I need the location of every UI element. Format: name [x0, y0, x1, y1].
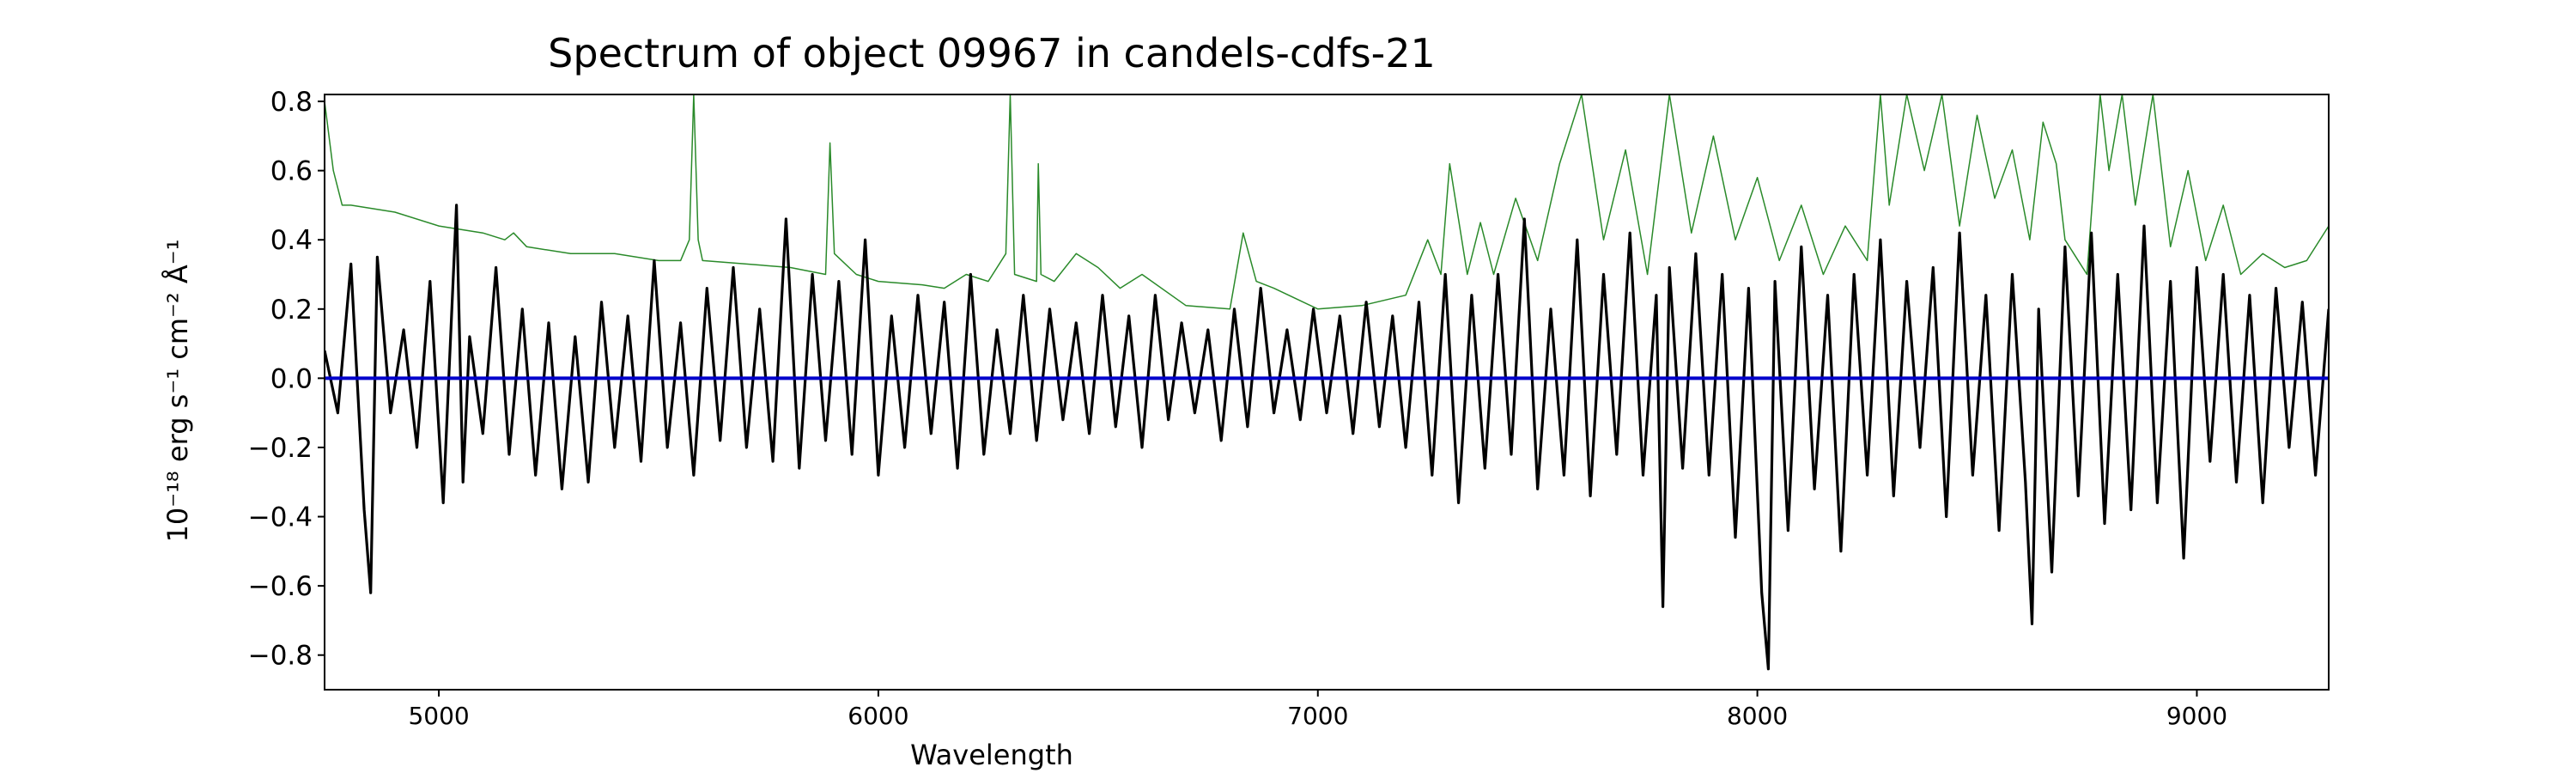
y-tick-label: −0.8 [248, 641, 313, 672]
x-axis-label: Wavelength [910, 739, 1073, 771]
y-tick-label: 0.6 [270, 156, 313, 187]
x-tick-label: 7000 [1287, 702, 1348, 730]
x-tick-label: 8000 [1727, 702, 1788, 730]
series-layer [325, 94, 2329, 671]
y-tick-label: −0.6 [248, 571, 313, 602]
x-tick-label: 5000 [408, 702, 469, 730]
x-tick-label: 9000 [2166, 702, 2227, 730]
y-tick-label: 0.2 [270, 295, 313, 326]
y-tick-label: 0.4 [270, 225, 313, 256]
y-tick-label: −0.2 [248, 433, 313, 464]
series-line-sky [325, 94, 2329, 310]
y-axis-label: 10⁻¹⁸ erg s⁻¹ cm⁻² Å⁻¹ [161, 239, 194, 542]
x-axis-ticks: 5000 6000 7000 8000 9000 [408, 690, 2227, 730]
plot-frame [324, 94, 2330, 691]
series-line-flux [325, 204, 2329, 671]
y-axis-ticks: −0.8 −0.6 −0.4 −0.2 0.0 0.2 0.4 0.6 0.8 [248, 87, 325, 672]
x-tick-label: 6000 [848, 702, 908, 730]
y-tick-label: −0.4 [248, 502, 313, 533]
chart-title: Spectrum of object 09967 in candels-cdfs… [548, 30, 1436, 76]
y-tick-label: 0.0 [270, 363, 313, 394]
y-tick-label: 0.8 [270, 87, 313, 118]
